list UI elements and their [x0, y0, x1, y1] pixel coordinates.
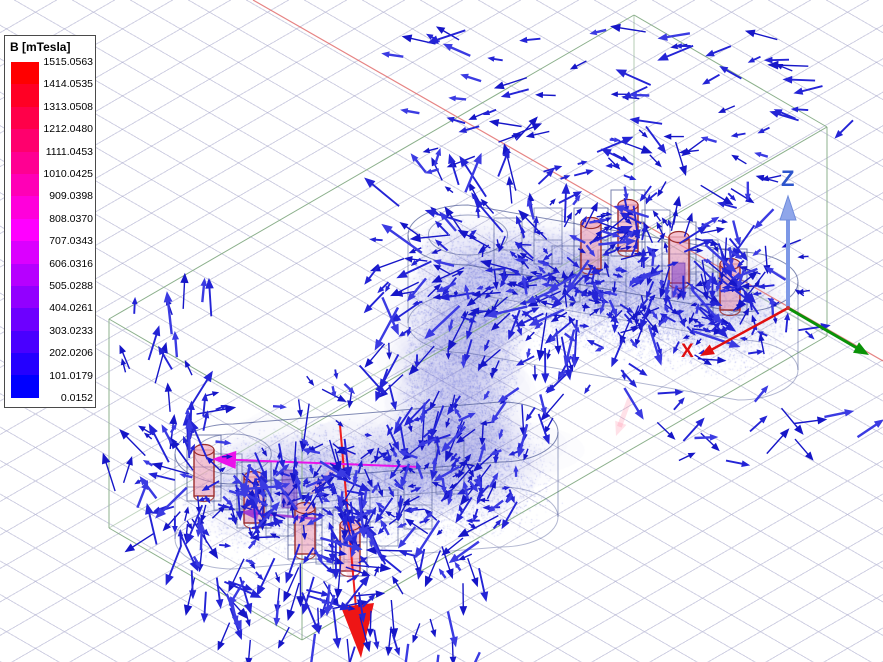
magnet-cylinder-bottom — [719, 309, 741, 317]
colorbar-value: 1010.0425 — [43, 168, 93, 180]
slab-cap-inner-ellipse — [427, 214, 509, 256]
colorbar-band — [11, 62, 39, 85]
colorbar-value: 808.0370 — [49, 212, 93, 225]
colorbar-value: 1313.0508 — [43, 100, 93, 113]
colorbar-value: 101.0179 — [49, 369, 93, 382]
slab-top-outline — [174, 401, 559, 485]
slab-bottom-outline — [174, 486, 559, 570]
colorbar-band — [11, 285, 39, 309]
colorbar-title: B [mTesla] — [10, 40, 71, 54]
peak-field-arrow — [212, 450, 237, 469]
triad-origin-point — [786, 306, 790, 310]
axis-z-label: Z — [781, 166, 796, 191]
colorbar-value: 909.0398 — [49, 190, 93, 203]
region-box-edge — [108, 527, 303, 641]
colorbar-value: 0.0152 — [60, 392, 93, 404]
field-vector-arrows — [133, 29, 854, 662]
magnet-cylinder-bottom — [339, 570, 361, 578]
colorbar-band — [11, 218, 39, 242]
x-axis-construction-line — [252, 0, 883, 362]
colorbar-value: 1414.0535 — [43, 78, 93, 91]
colorbar-value: 404.0261 — [49, 302, 93, 315]
colorbar-band — [11, 129, 39, 152]
colorbar-value: 606.0316 — [49, 257, 93, 270]
field-vector-arrowheads — [102, 23, 828, 662]
colorbar-band — [11, 375, 39, 398]
colorbar-band — [11, 308, 39, 331]
colorbar-value: 505.0288 — [49, 280, 93, 292]
z-axis-arrowhead — [779, 194, 797, 221]
slab-bottom-outline — [407, 292, 799, 401]
magnet-cylinder-bottom — [193, 495, 215, 503]
y-axis-arrow — [853, 342, 869, 355]
region-box-edge — [301, 335, 828, 641]
colorbar-band — [11, 330, 39, 354]
x-axis-arrow — [700, 344, 715, 356]
colorbar-gradient — [11, 62, 39, 398]
ghost-arrow — [615, 420, 627, 436]
region-box-edge — [108, 318, 303, 432]
axis-x-label: X — [681, 341, 694, 362]
colorbar-value: 1212.0480 — [43, 123, 93, 136]
colorbar-band — [11, 173, 39, 197]
colorbar-band — [11, 151, 39, 174]
colorbar-value: 707.0343 — [49, 235, 93, 248]
colorbar-value: 1515.0563 — [43, 56, 93, 68]
region-box-edge — [108, 14, 635, 320]
coil-wireframe — [403, 472, 433, 530]
colorbar-value: 1111.0453 — [45, 145, 93, 158]
big-red-axis-arrowhead — [341, 603, 374, 658]
colorbar-band — [11, 106, 39, 130]
colorbar-band — [11, 263, 39, 286]
colorbar-band — [11, 241, 39, 264]
field-vector-arrows — [136, 28, 880, 662]
ghost-arrow — [617, 397, 633, 428]
colorbar-legend: B [mTesla] 1515.0563 1414.0535 1313.0508 12… — [4, 35, 96, 408]
field-vector-arrowheads — [131, 33, 844, 656]
magnet-cylinder-body — [580, 222, 602, 270]
y-axis-arrow — [787, 306, 861, 351]
colorbar-band — [11, 196, 39, 219]
colorbar-value: 303.0233 — [49, 324, 93, 337]
colorbar-band — [11, 84, 39, 107]
colorbar-value: 202.0206 — [49, 347, 93, 360]
x-axis-arrow — [708, 306, 789, 353]
colorbar-band — [11, 353, 39, 376]
magnet-cylinder-bottom — [617, 250, 639, 258]
